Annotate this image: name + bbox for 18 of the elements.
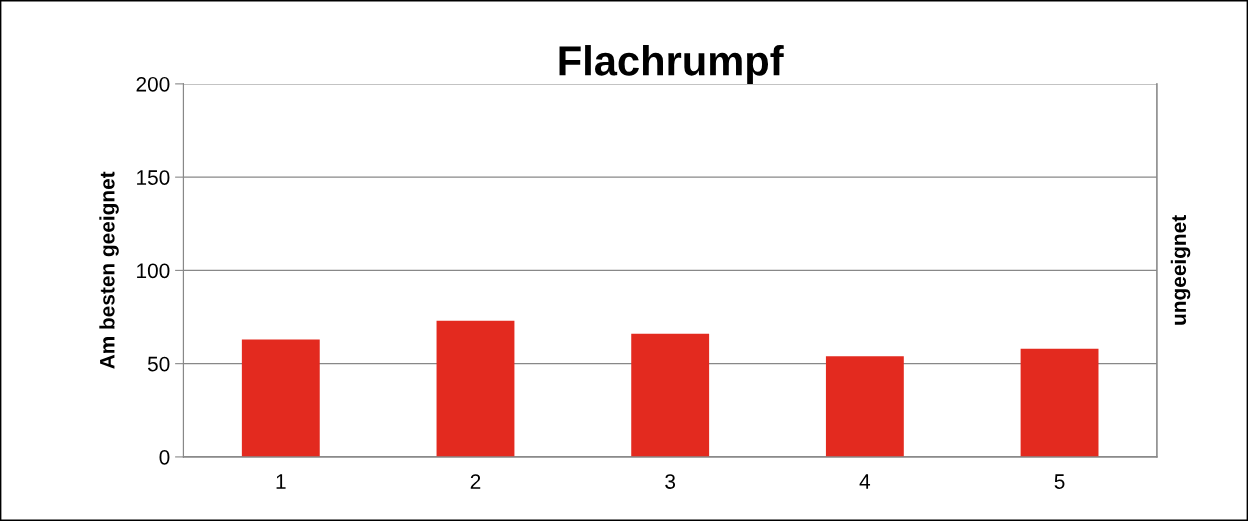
y-tick-label: 100 [137, 263, 170, 279]
chart-title: Flachrumpf [559, 45, 784, 84]
x-tick-label: 2 [470, 474, 481, 489]
y-tick-label: 50 [147, 356, 170, 372]
x-tick-label: 1 [276, 474, 286, 489]
x-tick-label: 5 [1054, 474, 1065, 489]
bar [825, 356, 904, 457]
y-axis-title: Am besten geeignet [99, 171, 119, 369]
y-tick-label: 150 [137, 170, 170, 185]
x-tick-label: 3 [665, 474, 676, 489]
y-tick-label: 200 [136, 76, 170, 92]
y2-axis-title: ungeeignet [1170, 215, 1191, 325]
bar [436, 320, 515, 457]
bar [631, 333, 710, 457]
bar [241, 339, 320, 457]
bar [1020, 348, 1099, 457]
y-tick-label: 0 [159, 449, 170, 465]
x-tick-label: 4 [859, 474, 871, 489]
